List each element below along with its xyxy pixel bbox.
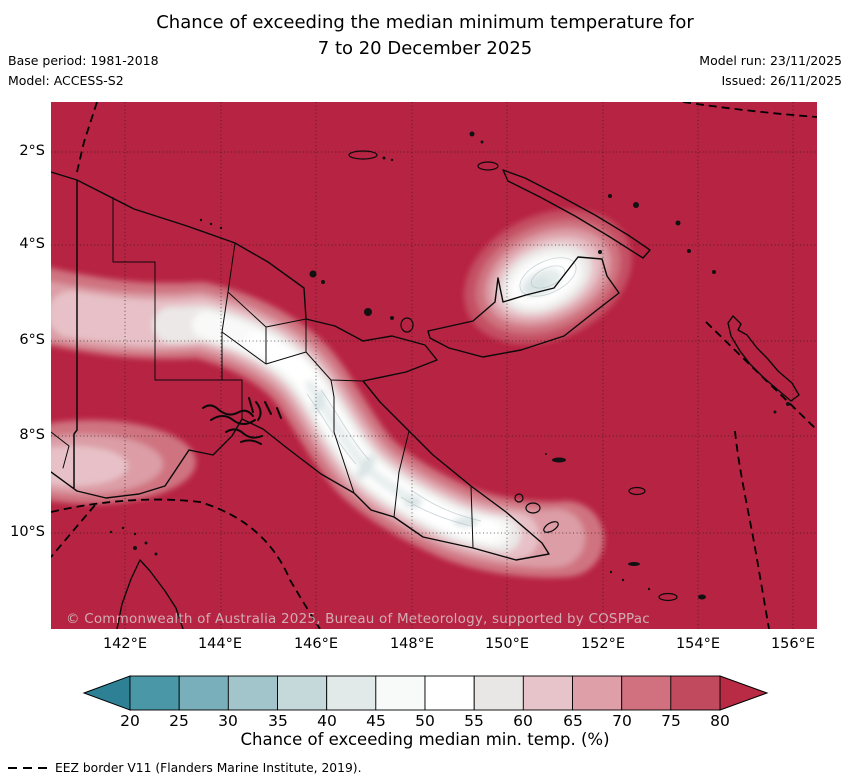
- graticule: [51, 102, 817, 629]
- page-title: Chance of exceeding the median minimum t…: [0, 10, 850, 62]
- colorbar-segment: [129, 675, 180, 711]
- x-axis-label: 152°E: [580, 636, 626, 652]
- new-ireland-coastline: [502, 169, 651, 259]
- colorbar-tick: 30: [218, 712, 238, 730]
- woodlark-island: [628, 486, 646, 496]
- mainland-coastline: [51, 171, 550, 561]
- goodenough-island: [514, 493, 524, 503]
- png-indonesia-border: [73, 180, 78, 488]
- colorbar-segment: [326, 675, 377, 711]
- model-run-text: Model run: 23/11/2025: [699, 53, 842, 68]
- colorbar-segment: [277, 675, 328, 711]
- colorbar-segment: [572, 675, 623, 711]
- x-axis-label: 142°E: [102, 636, 148, 652]
- meta-left: Base period: 1981-2018 Model: ACCESS-S2: [8, 51, 159, 90]
- colorbar-tick: 45: [366, 712, 386, 730]
- colorbar-segment: [424, 675, 475, 711]
- colorbar-segment: [522, 675, 573, 711]
- footnote-text: EEZ border V11 (Flanders Marine Institut…: [55, 761, 362, 775]
- colorbar-tick: 35: [268, 712, 288, 730]
- normanby-island: [543, 521, 559, 533]
- colorbar-right-arrow: [719, 675, 769, 711]
- colorbar: [82, 675, 769, 711]
- colorbar-tick: 75: [661, 712, 681, 730]
- footnote: EEZ border V11 (Flanders Marine Institut…: [8, 761, 361, 775]
- contour-hairlines: [306, 257, 577, 527]
- x-axis-label: 148°E: [389, 636, 435, 652]
- new-britain-coastline: [427, 256, 620, 358]
- x-axis-label: 154°E: [675, 636, 721, 652]
- title-line-1: Chance of exceeding the median minimum t…: [156, 12, 694, 33]
- x-axis-label: 144°E: [197, 636, 243, 652]
- eez-dash-sample: [23, 767, 32, 769]
- title-line-2: 7 to 20 December 2025: [317, 38, 533, 59]
- highlands-band-cores: [312, 390, 479, 527]
- colorbar-segment: [670, 675, 721, 711]
- map-canvas: [51, 102, 817, 629]
- bougainville-coastline: [727, 315, 800, 402]
- colorbar-segment: [227, 675, 278, 711]
- eez-border-southwest: [51, 504, 96, 558]
- meta-right: Model run: 23/11/2025 Issued: 26/11/2025: [699, 51, 842, 90]
- small-islands: [109, 131, 790, 600]
- colorbar-segment: [375, 675, 426, 711]
- colorbar-tick: 55: [464, 712, 484, 730]
- base-period-text: Base period: 1981-2018: [8, 53, 159, 68]
- colorbar-tick: 70: [612, 712, 632, 730]
- y-axis-label: 10°S: [10, 524, 45, 540]
- colorbar-tick: 40: [317, 712, 337, 730]
- manus-island: [348, 150, 378, 160]
- x-axis-label: 146°E: [293, 636, 339, 652]
- y-axis-label: 6°S: [19, 332, 45, 348]
- colorbar-tick: 60: [513, 712, 533, 730]
- copyright-text: © Commonwealth of Australia 2025, Bureau…: [66, 611, 650, 627]
- x-axis-label: 156°E: [770, 636, 816, 652]
- cape-york-coastline: [116, 559, 184, 629]
- colorbar-tick: 25: [169, 712, 189, 730]
- eez-border-nw: [76, 102, 98, 173]
- y-axis-label: 8°S: [19, 427, 45, 443]
- colorbar-segment: [621, 675, 672, 711]
- coastlines: [51, 150, 800, 629]
- new-hanover-island: [477, 161, 499, 171]
- colorbar-caption: Chance of exceeding median min. temp. (%…: [240, 730, 610, 749]
- colorbar-tick: 65: [563, 712, 583, 730]
- province-borders: [73, 180, 474, 549]
- colorbar-segment: [473, 675, 524, 711]
- eez-dash-sample: [8, 767, 17, 769]
- eez-border-ne: [682, 102, 817, 118]
- eez-dashed-borders: [51, 102, 817, 629]
- eez-border-south-arc: [51, 498, 321, 629]
- colorbar-tick: 20: [120, 712, 140, 730]
- eez-dash-sample: [38, 767, 47, 769]
- y-axis-label: 2°S: [19, 143, 45, 159]
- tagula-island: [658, 592, 678, 602]
- west-border-blob: [51, 420, 196, 504]
- frederik-hendrik-line: [51, 431, 70, 469]
- y-axis-label: 4°S: [19, 236, 45, 252]
- new-britain-blob: [464, 209, 632, 345]
- umboi-island: [400, 317, 414, 333]
- issued-text: Issued: 26/11/2025: [721, 72, 843, 88]
- model-text: Model: ACCESS-S2: [8, 72, 124, 88]
- colorbar-left-arrow: [82, 675, 131, 711]
- eez-border-southeast: [734, 430, 770, 629]
- colorbar-segment: [178, 675, 229, 711]
- x-axis-label: 150°E: [484, 636, 530, 652]
- colorbar-tick: 80: [710, 712, 730, 730]
- fergusson-island: [525, 502, 541, 514]
- colorbar-tick: 50: [415, 712, 435, 730]
- fly-delta-squiggles: [202, 397, 282, 445]
